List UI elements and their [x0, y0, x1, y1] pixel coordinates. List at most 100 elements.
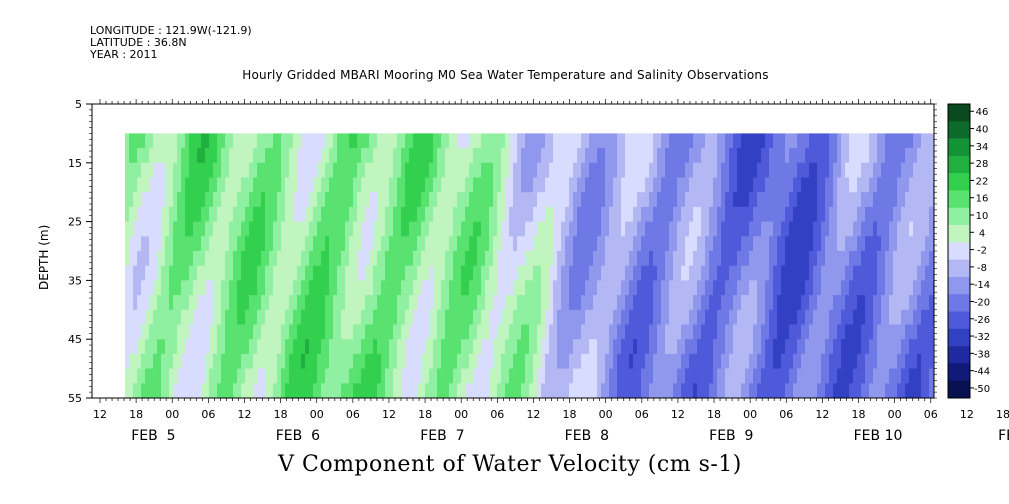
heatmap-cell: [265, 280, 270, 296]
heatmap-cell: [573, 236, 578, 252]
heatmap-cell: [909, 339, 914, 355]
heatmap-cell: [197, 133, 202, 149]
heatmap-cell: [241, 353, 246, 370]
heatmap-cell: [181, 162, 186, 179]
heatmap-cell: [533, 265, 538, 281]
heatmap-cell: [201, 221, 206, 237]
heatmap-cell: [633, 251, 638, 267]
heatmap-cell: [729, 192, 734, 208]
heatmap-cell: [293, 192, 298, 208]
heatmap-cell: [721, 221, 726, 237]
heatmap-cell: [881, 148, 886, 164]
heatmap-cell: [745, 383, 750, 398]
heatmap-cell: [285, 280, 290, 296]
heatmap-cell: [517, 192, 522, 208]
heatmap-cell: [341, 221, 346, 237]
heatmap-cell: [513, 148, 518, 164]
heatmap-cell: [533, 206, 538, 223]
heatmap-cell: [725, 221, 730, 237]
heatmap-cell: [665, 324, 670, 340]
heatmap-cell: [129, 251, 134, 267]
heatmap-cell: [597, 339, 602, 355]
heatmap-cell: [613, 148, 618, 164]
heatmap-cell: [293, 221, 298, 237]
heatmap-cell: [161, 192, 166, 208]
heatmap-cell: [605, 295, 610, 311]
heatmap-cell: [777, 177, 782, 193]
heatmap-cell: [513, 383, 518, 398]
heatmap-cell: [601, 177, 606, 193]
heatmap-cell: [785, 251, 790, 267]
heatmap-cell: [441, 221, 446, 237]
heatmap-cell: [433, 236, 438, 252]
heatmap-cell: [613, 353, 618, 370]
x-tick-label: 12: [526, 408, 540, 421]
heatmap-cell: [337, 280, 342, 296]
heatmap-cell: [429, 133, 434, 149]
heatmap-cell: [541, 236, 546, 252]
heatmap-cell: [393, 177, 398, 193]
heatmap-cell: [549, 383, 554, 398]
heatmap-cell: [649, 280, 654, 296]
heatmap-cell: [921, 221, 926, 237]
heatmap-cell: [705, 295, 710, 311]
heatmap-cell: [669, 280, 674, 296]
heatmap-cell: [453, 309, 458, 326]
heatmap-cell: [905, 265, 910, 281]
heatmap-cell: [621, 383, 626, 398]
heatmap-cell: [861, 148, 866, 164]
heatmap-cell: [877, 133, 882, 149]
heatmap-cell: [781, 221, 786, 237]
heatmap-cell: [257, 148, 262, 164]
heatmap-cell: [445, 324, 450, 340]
heatmap-cell: [297, 162, 302, 179]
heatmap-cell: [269, 177, 274, 193]
heatmap-cell: [409, 295, 414, 311]
heatmap-cell: [777, 133, 782, 149]
heatmap-cell: [785, 309, 790, 326]
heatmap-cell: [265, 383, 270, 398]
heatmap-cell: [653, 148, 658, 164]
heatmap-cell: [489, 133, 494, 149]
heatmap-cell: [705, 162, 710, 179]
heatmap-cell: [809, 295, 814, 311]
heatmap-cell: [253, 265, 258, 281]
heatmap-cell: [809, 206, 814, 223]
heatmap-cell: [293, 236, 298, 252]
heatmap-cell: [685, 368, 690, 384]
heatmap-cell: [157, 206, 162, 223]
heatmap-cell: [665, 162, 670, 179]
heatmap-cell: [205, 339, 210, 355]
heatmap-cell: [545, 206, 550, 223]
heatmap-cell: [477, 324, 482, 340]
heatmap-cell: [161, 353, 166, 370]
heatmap-cell: [913, 221, 918, 237]
heatmap-cell: [257, 265, 262, 281]
heatmap-cell: [573, 133, 578, 149]
heatmap-cell: [385, 295, 390, 311]
heatmap-cell: [633, 339, 638, 355]
heatmap-cell: [545, 265, 550, 281]
heatmap-cell: [685, 265, 690, 281]
heatmap-cell: [185, 280, 190, 296]
heatmap-cell: [709, 368, 714, 384]
heatmap-cell: [237, 148, 242, 164]
heatmap-cell: [845, 295, 850, 311]
heatmap-cell: [389, 280, 394, 296]
heatmap-cell: [453, 368, 458, 384]
heatmap-cell: [293, 148, 298, 164]
heatmap-cell: [653, 324, 658, 340]
heatmap-cell: [233, 148, 238, 164]
heatmap-cell: [645, 265, 650, 281]
heatmap-cell: [461, 324, 466, 340]
heatmap-cell: [245, 339, 250, 355]
heatmap-cell: [221, 133, 226, 149]
heatmap-cell: [373, 324, 378, 340]
heatmap-cell: [825, 265, 830, 281]
heatmap-cell: [277, 236, 282, 252]
heatmap-cell: [873, 251, 878, 267]
heatmap-cell: [865, 236, 870, 252]
heatmap-cell: [341, 148, 346, 164]
heatmap-cell: [713, 309, 718, 326]
